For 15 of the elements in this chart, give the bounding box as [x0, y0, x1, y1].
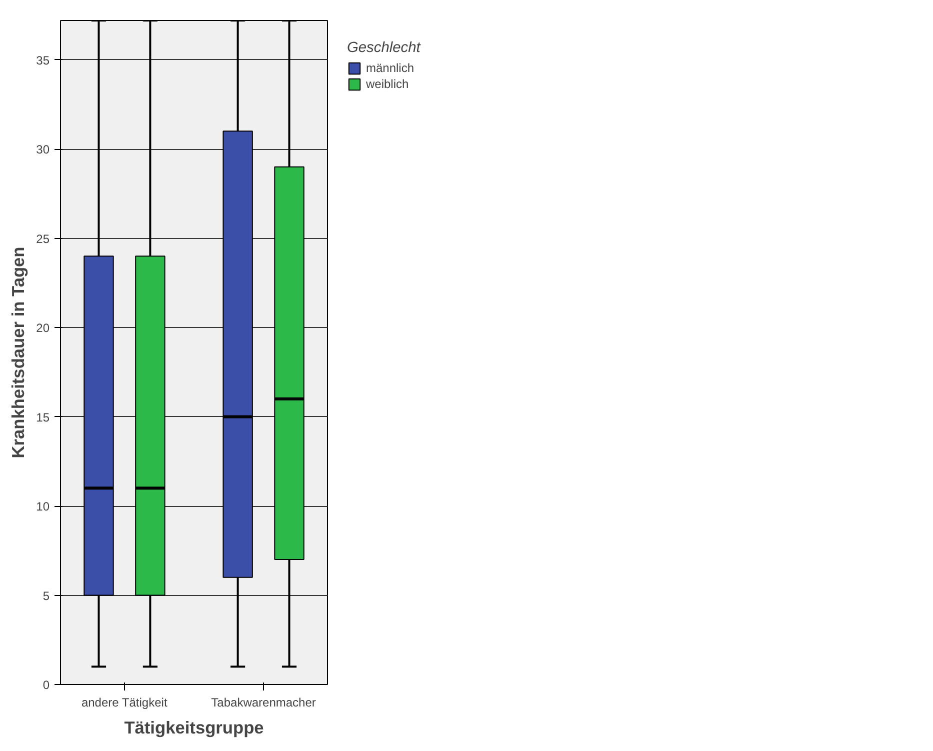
y-tick-label: 15: [36, 410, 50, 424]
y-tick-label: 5: [42, 588, 50, 603]
y-tick-label: 20: [36, 321, 50, 336]
x-tick-label: andere Tätigkeit: [81, 696, 168, 710]
y-tick-label: 10: [36, 500, 50, 514]
y-tick-label: 0: [42, 678, 50, 692]
y-tick-label: 30: [36, 142, 50, 157]
legend-label: weiblich: [366, 77, 409, 91]
legend-title: Geschlecht: [347, 40, 420, 56]
y-axis-title: Krankheitsdauer in Tagen: [8, 246, 28, 458]
y-tick-label: 35: [36, 53, 50, 68]
y-tick-label: 25: [36, 232, 50, 246]
legend-label: männlich: [366, 61, 414, 75]
x-axis-title: Tätigkeitsgruppe: [124, 718, 264, 738]
x-tick-label: Tabakwarenmacher: [211, 696, 316, 710]
